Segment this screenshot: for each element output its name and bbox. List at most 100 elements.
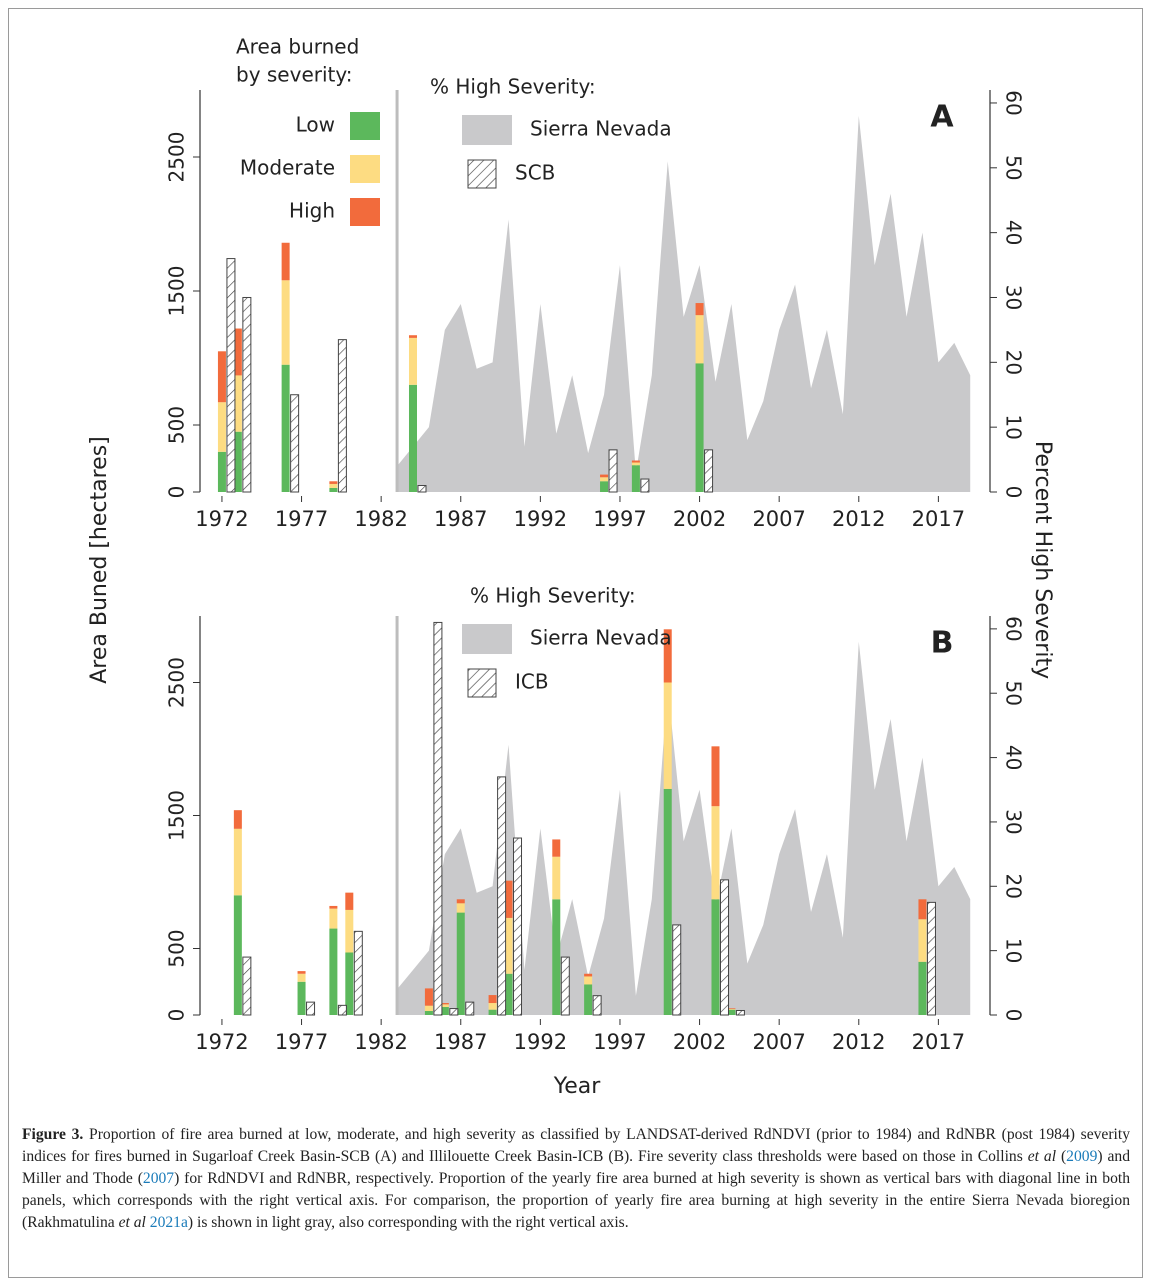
severity-bar	[329, 905, 338, 909]
severity-bar	[408, 337, 417, 385]
severity-bar	[329, 928, 338, 1015]
legend-label: Moderate	[240, 156, 335, 180]
severity-bar	[424, 1005, 433, 1012]
legend-label: SCB	[515, 161, 555, 185]
severity-bar	[711, 806, 720, 900]
severity-bar	[233, 431, 242, 492]
severity-bar	[233, 375, 242, 432]
high-severity-bar	[306, 1001, 316, 1016]
severity-bar	[584, 973, 593, 977]
severity-bar	[440, 1003, 449, 1005]
severity-bar	[456, 899, 465, 904]
x-tick-label: 1997	[593, 1030, 646, 1054]
y-tick-label: 500	[165, 929, 189, 967]
x-tick-label: 2017	[912, 1030, 965, 1054]
high-severity-bar	[433, 621, 443, 1016]
caption-link[interactable]: 2007	[142, 1170, 175, 1187]
severity-bar	[918, 919, 927, 962]
severity-bar	[584, 976, 593, 985]
high-severity-bar	[513, 837, 523, 1016]
severity-bar	[711, 746, 720, 807]
caption-link[interactable]: 2009	[1066, 1148, 1098, 1165]
x-tick-label: 1982	[354, 1030, 407, 1054]
x-axis-label: Year	[553, 1074, 602, 1099]
high-severity-bar	[449, 1008, 459, 1016]
high-severity-bar	[640, 478, 650, 493]
legend-label: Low	[296, 113, 335, 137]
severity-bar	[345, 892, 354, 910]
severity-bar	[711, 899, 720, 1015]
legend-label: High	[289, 199, 335, 223]
x-tick-label: 1977	[275, 507, 328, 531]
severity-bar	[631, 465, 640, 492]
severity-bar	[695, 303, 704, 316]
legend-swatch	[350, 155, 380, 183]
y-tick-label: 0	[165, 486, 189, 499]
caption-link[interactable]: 2021a	[149, 1214, 188, 1231]
severity-bar	[727, 1009, 736, 1015]
y-tick-label: 0	[165, 1009, 189, 1022]
legend-swatch	[467, 668, 497, 698]
severity-bar	[329, 908, 338, 929]
x-tick-label: 1972	[195, 1030, 248, 1054]
legend-swatch	[462, 115, 512, 145]
severity-bar	[918, 961, 927, 1015]
severity-bar	[663, 788, 672, 1015]
severity-bar	[345, 909, 354, 953]
y2-tick-label: 10	[1002, 938, 1026, 963]
severity-bar	[488, 995, 497, 1004]
caption-label: Figure 3.	[22, 1126, 84, 1143]
y2-tick-label: 10	[1002, 414, 1026, 439]
y2-tick-label: 40	[1002, 220, 1026, 245]
high-severity-bar	[337, 1004, 347, 1016]
severity-bar	[217, 451, 226, 492]
severity-bar	[217, 351, 226, 403]
severity-bar	[297, 973, 306, 982]
high-severity-bar	[465, 1001, 475, 1016]
high-severity-bar	[704, 449, 714, 493]
severity-bar	[329, 487, 338, 492]
severity-bar	[345, 952, 354, 1015]
x-tick-label: 1987	[434, 1030, 487, 1054]
severity-bar	[727, 1008, 736, 1010]
high-severity-bar	[926, 901, 936, 1016]
severity-bar	[440, 1004, 449, 1008]
x-tick-label: 2017	[912, 507, 965, 531]
severity-bar	[424, 1011, 433, 1015]
severity-bar	[281, 242, 290, 281]
y2-tick-label: 60	[1002, 90, 1026, 115]
high-severity-bar	[735, 1009, 745, 1016]
legend-label: Sierra Nevada	[530, 117, 672, 141]
caption-text: et al	[1027, 1148, 1057, 1165]
high-severity-bar	[592, 995, 602, 1016]
severity-bar	[233, 328, 242, 376]
legend-title: by severity:	[236, 63, 353, 87]
severity-bar	[297, 981, 306, 1015]
x-tick-label: 2002	[673, 1030, 726, 1054]
legend-swatch	[462, 624, 512, 654]
legend-title: % High Severity:	[470, 584, 636, 608]
legend-swatch	[350, 198, 380, 226]
legend-title: Area burned	[236, 35, 359, 59]
y-tick-label: 500	[165, 406, 189, 444]
legend-label: ICB	[515, 670, 549, 694]
high-severity-bar	[497, 776, 507, 1016]
panel-label: A	[930, 100, 954, 135]
x-tick-label: 1982	[354, 507, 407, 531]
panel-label: B	[931, 626, 954, 661]
y2-tick-label: 30	[1002, 809, 1026, 834]
severity-bar	[233, 895, 242, 1015]
severity-bar	[281, 280, 290, 365]
legend-swatch	[467, 159, 497, 189]
high-severity-bar	[672, 924, 682, 1016]
sierra-nevada-area	[397, 641, 971, 1015]
high-severity-bar	[242, 296, 252, 493]
high-severity-bar	[353, 930, 363, 1016]
high-severity-bar	[337, 339, 347, 493]
x-tick-label: 2002	[673, 507, 726, 531]
x-tick-label: 2012	[832, 507, 885, 531]
y2-tick-label: 50	[1002, 155, 1026, 180]
severity-bar	[504, 973, 513, 1015]
y2-tick-label: 50	[1002, 680, 1026, 705]
